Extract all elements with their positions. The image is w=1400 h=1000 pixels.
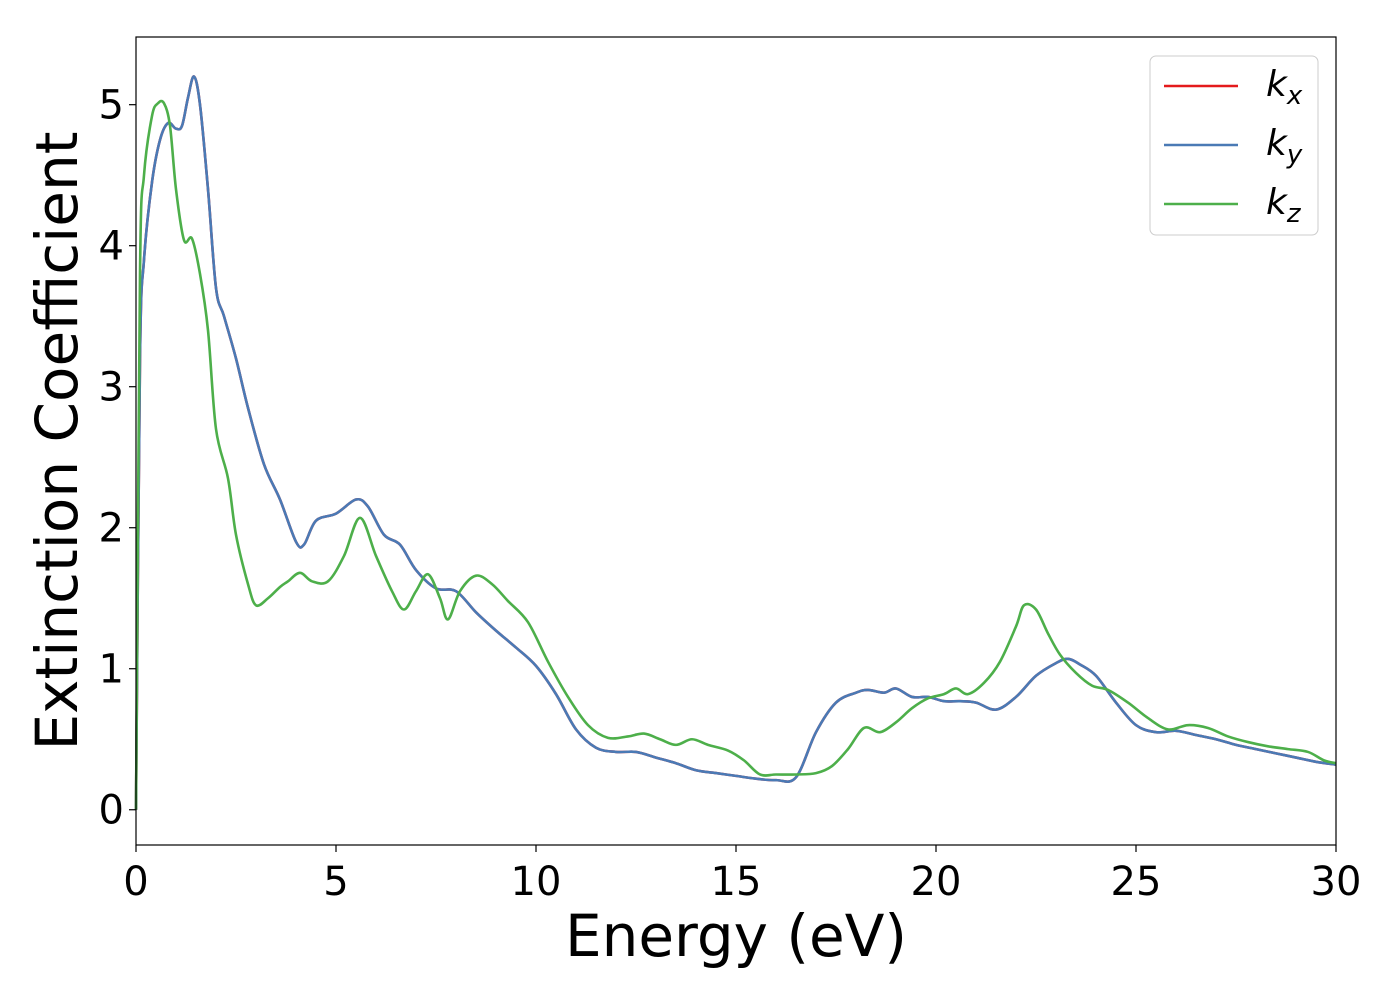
- y-tick-label: 2: [99, 506, 124, 552]
- legend: kx ky kz: [1149, 55, 1319, 236]
- y-axis: 0 1 2 3 4 5: [99, 83, 136, 834]
- x-tick-label: 25: [1111, 859, 1162, 905]
- x-tick-label: 0: [123, 859, 148, 905]
- x-tick-label: 30: [1311, 859, 1362, 905]
- series-line-ky: [134, 75, 1337, 810]
- x-tick-label: 5: [323, 859, 348, 905]
- legend-label-kz: kz: [1266, 182, 1302, 229]
- y-tick-label: 1: [99, 647, 124, 693]
- y-tick-label: 5: [99, 83, 124, 129]
- x-tick-label: 20: [911, 859, 962, 905]
- legend-label-ky: ky: [1266, 123, 1303, 170]
- y-axis-label: Extinction Coefficient: [23, 132, 91, 751]
- y-tick-label: 3: [99, 365, 124, 411]
- legend-label-kx: kx: [1266, 64, 1303, 111]
- series-line-kz: [134, 99, 1337, 810]
- x-tick-label: 15: [711, 859, 762, 905]
- y-tick-label: 4: [99, 224, 124, 270]
- x-tick-label: 10: [511, 859, 562, 905]
- y-tick-label: 0: [99, 788, 124, 834]
- x-axis-label: Energy (eV): [565, 902, 907, 970]
- series-layer: [134, 75, 1337, 810]
- x-axis: 0 5 10 15 20 25 30: [123, 845, 1361, 905]
